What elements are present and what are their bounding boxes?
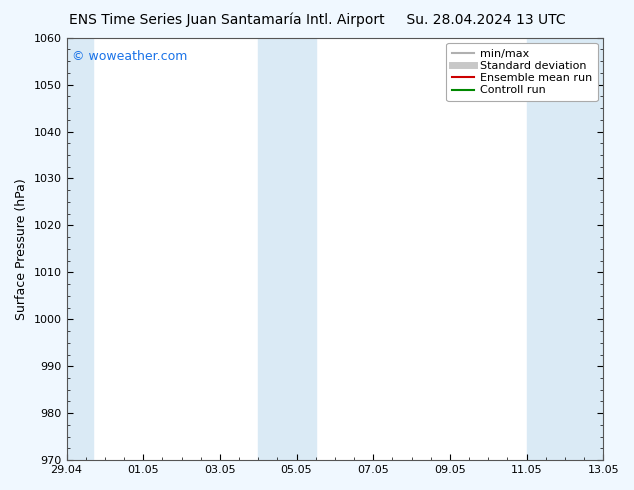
Legend: min/max, Standard deviation, Ensemble mean run, Controll run: min/max, Standard deviation, Ensemble me… [446, 43, 598, 101]
Bar [67, 38, 93, 460]
Bar [258, 38, 316, 460]
Bar [526, 38, 603, 460]
Text: © woweather.com: © woweather.com [72, 50, 187, 63]
Y-axis label: Surface Pressure (hPa): Surface Pressure (hPa) [15, 178, 28, 320]
Text: ENS Time Series Juan Santamaría Intl. Airport     Su. 28.04.2024 13 UTC: ENS Time Series Juan Santamaría Intl. Ai… [68, 12, 566, 27]
